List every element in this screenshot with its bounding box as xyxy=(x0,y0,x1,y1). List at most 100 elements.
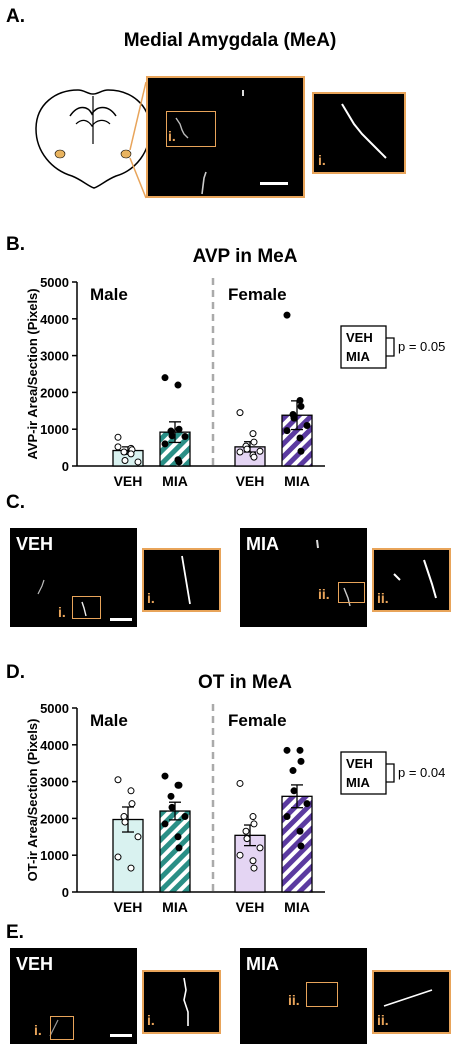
data-point xyxy=(283,311,291,319)
data-point xyxy=(175,844,183,852)
data-point xyxy=(289,767,297,775)
y-tick-label: 4000 xyxy=(40,738,69,753)
panel-e-veh-roi-box xyxy=(50,1016,74,1040)
data-point xyxy=(161,440,169,448)
panel-e-veh-title: VEH xyxy=(16,954,54,974)
data-point xyxy=(283,813,291,821)
data-point xyxy=(243,835,251,843)
panel-e-mia-roi-label: ii. xyxy=(288,992,300,1008)
data-point xyxy=(250,453,258,461)
x-tick-label: MIA xyxy=(284,899,310,915)
legend: VEH MIA p = 0.05 xyxy=(340,325,445,369)
data-point xyxy=(114,433,122,441)
panel-a-roi-label: i. xyxy=(168,128,176,144)
data-point xyxy=(236,448,244,456)
brain-section-schematic xyxy=(35,81,151,199)
data-point xyxy=(236,409,244,417)
ot-bar-chart: OT in MeA OT-ir Area/Section (Pixels) 0 100… xyxy=(25,672,445,915)
data-point xyxy=(236,851,244,859)
legend-entry-mia: MIA xyxy=(346,349,370,364)
data-point xyxy=(161,374,169,382)
data-point xyxy=(297,402,305,410)
data-point xyxy=(249,857,257,865)
significance-bracket xyxy=(386,337,395,357)
legend: VEH MIA p = 0.04 xyxy=(340,751,445,795)
group-label-female: Female xyxy=(228,285,287,304)
bar xyxy=(281,795,313,893)
panel-e-letter: E. xyxy=(6,922,24,943)
y-tick-label: 3000 xyxy=(40,349,69,364)
x-tick-label: VEH xyxy=(114,473,143,489)
panel-a-inset-label: i. xyxy=(318,152,326,168)
group-label-male: Male xyxy=(90,285,128,304)
panel-c-veh-micrograph: VEH i. xyxy=(10,528,137,627)
data-point xyxy=(120,813,128,821)
data-point xyxy=(297,757,305,765)
data-point xyxy=(297,447,305,455)
x-tick-label: MIA xyxy=(284,473,310,489)
y-axis-label: AVP-ir Area/Section (Pixels) xyxy=(25,288,40,459)
data-point xyxy=(283,427,291,435)
data-point xyxy=(174,381,182,389)
data-point xyxy=(256,447,264,455)
data-point xyxy=(161,820,169,828)
panel-e-mia-micrograph: MIA ii. xyxy=(240,948,367,1044)
data-point xyxy=(250,438,258,446)
y-tick-label: 1000 xyxy=(40,848,69,863)
legend-box xyxy=(340,325,387,369)
data-point xyxy=(303,800,311,808)
data-point xyxy=(296,827,304,835)
panel-c-letter: C. xyxy=(6,492,25,513)
data-point xyxy=(256,844,264,852)
y-tick-label: 2000 xyxy=(40,811,69,826)
p-value-label: p = 0.04 xyxy=(398,765,445,780)
chart-title: OT in MeA xyxy=(198,672,292,693)
legend-box xyxy=(340,751,387,795)
significance-bracket xyxy=(386,763,395,783)
data-point xyxy=(243,445,251,453)
data-point xyxy=(296,746,304,754)
panel-c-mia-micrograph: MIA ii. xyxy=(240,528,367,627)
y-tick-label: 2000 xyxy=(40,385,69,400)
data-point xyxy=(283,746,291,754)
data-point xyxy=(181,813,189,821)
data-point xyxy=(290,787,298,795)
panel-a-title: Medial Amygdala (MeA) xyxy=(123,30,337,51)
group-label-female: Female xyxy=(228,711,287,730)
y-tick-label: 0 xyxy=(62,459,69,474)
data-point xyxy=(174,833,182,841)
data-point xyxy=(175,458,183,466)
data-point xyxy=(168,803,176,811)
data-point xyxy=(297,842,305,850)
legend-entry-veh: VEH xyxy=(346,330,373,345)
panel-e-mia-title: MIA xyxy=(246,954,279,974)
panel-e-mia-inset-label: ii. xyxy=(377,1012,389,1028)
y-tick-label: 1000 xyxy=(40,422,69,437)
data-point xyxy=(114,853,122,861)
panel-d-letter: D. xyxy=(6,662,25,683)
y-tick-label: 3000 xyxy=(40,775,69,790)
data-point xyxy=(114,776,122,784)
data-point xyxy=(303,422,311,430)
data-point xyxy=(127,864,135,872)
panel-c-mia-roi-box xyxy=(338,582,365,603)
panel-b-letter: B. xyxy=(6,234,25,255)
data-point xyxy=(249,430,257,438)
x-tick-label: VEH xyxy=(114,899,143,915)
p-value-label: p = 0.05 xyxy=(398,339,445,354)
data-point xyxy=(134,833,142,841)
x-tick-label: MIA xyxy=(162,473,188,489)
panel-e-veh-micrograph: VEH i. xyxy=(10,948,137,1044)
x-tick-label: MIA xyxy=(162,899,188,915)
panel-e-veh-inset: i. xyxy=(142,970,221,1034)
data-point xyxy=(242,827,250,835)
avp-bar-chart: AVP in MeA AVP-ir Area/Section (Pixels) 0 1… xyxy=(25,246,445,489)
data-point xyxy=(250,820,258,828)
legend-entry-mia: MIA xyxy=(346,775,370,790)
x-tick-label: VEH xyxy=(236,899,265,915)
data-point xyxy=(181,433,189,441)
data-point xyxy=(175,781,183,789)
y-tick-label: 4000 xyxy=(40,312,69,327)
panel-a-roi-box xyxy=(166,111,216,147)
panel-c-mia-roi-label: ii. xyxy=(318,586,330,602)
